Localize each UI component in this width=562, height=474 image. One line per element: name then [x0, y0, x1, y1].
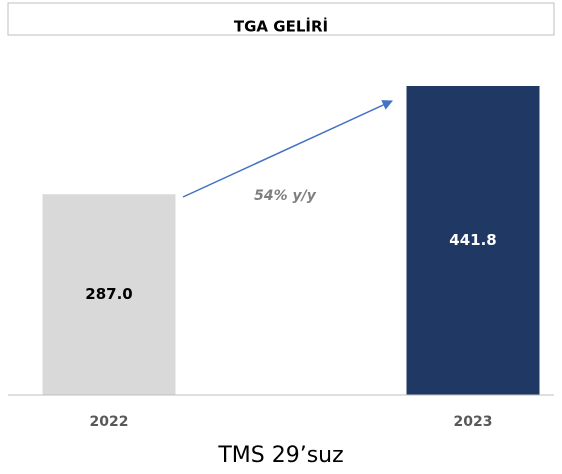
title-box [7, 2, 555, 36]
value-label: 287.0 [85, 285, 132, 303]
chart-title: TGA GELİRİ [234, 17, 328, 36]
footer: TMS 29’suz [217, 443, 343, 468]
bar [406, 86, 540, 395]
x-tick-label: 2023 [454, 414, 493, 430]
annotation: 54% y/y [254, 188, 317, 204]
x-tick-label: 2022 [90, 414, 129, 430]
growth-arrow [182, 100, 393, 198]
value-label: 441.8 [449, 231, 496, 249]
bar [42, 194, 176, 395]
